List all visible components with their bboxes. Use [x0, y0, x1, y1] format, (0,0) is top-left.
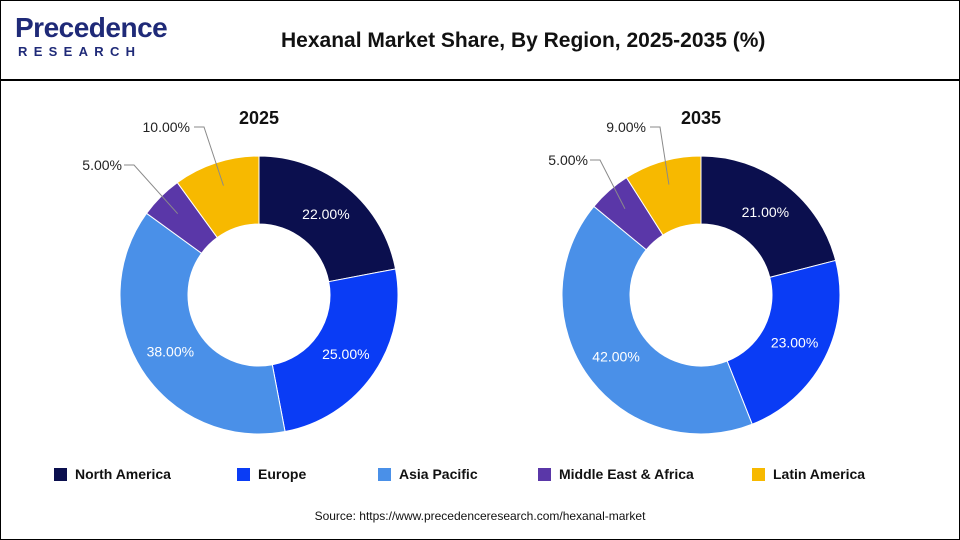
legend-label: Asia Pacific: [399, 466, 478, 482]
chart-title-2025: 2025: [239, 108, 279, 128]
legend-item-latin-america: Latin America: [752, 462, 865, 486]
data-label-2035-europe: 23.00%: [771, 335, 818, 351]
source-note: Source: https://www.precedenceresearch.c…: [314, 509, 646, 523]
data-label-2025-middle-east-africa: 5.00%: [82, 157, 122, 173]
legend-label: Europe: [258, 466, 307, 482]
chart-title-2035: 2035: [681, 108, 721, 128]
slice-2035-latin-america: [625, 155, 702, 236]
brand-logo-subtext: RESEARCH: [18, 44, 142, 59]
slice-2025-latin-america: [176, 155, 260, 239]
legend-label: North America: [75, 466, 171, 482]
legend-swatch: [54, 467, 67, 481]
legend-swatch: [752, 467, 765, 481]
brand-logo: Precedence RESEARCH: [15, 12, 168, 63]
legend-item-north-america: North America: [54, 462, 171, 486]
legend-item-asia-pacific: Asia Pacific: [378, 462, 478, 486]
data-label-2025-europe: 25.00%: [322, 346, 369, 362]
slice-2035-north-america: [700, 155, 837, 278]
donut-charts: 2025 22.00% 25.00% 38.00% 5.00% 10.00% 2035 21.…: [82, 108, 841, 435]
slice-2035-asia-pacific: [561, 205, 753, 435]
slice-2025-asia-pacific: [119, 212, 286, 435]
data-label-2035-latin-america: 9.00%: [606, 119, 646, 135]
leader-line-2025-middle-east-africa: [124, 164, 179, 215]
legend-swatch: [538, 467, 551, 481]
data-label-2025-north-america: 22.00%: [302, 206, 349, 222]
legend-item-europe: Europe: [237, 462, 306, 486]
data-label-2025-latin-america: 10.00%: [143, 119, 190, 135]
legend-swatch: [237, 467, 250, 481]
data-label-2035-north-america: 21.00%: [742, 204, 789, 220]
slice-2035-europe: [726, 259, 841, 425]
data-label-2035-middle-east-africa: 5.00%: [548, 152, 588, 168]
data-label-2035-asia-pacific: 42.00%: [592, 349, 639, 365]
legend: North America Europe Asia Pacific Middle…: [0, 462, 960, 486]
legend-label: Middle East & Africa: [559, 466, 694, 482]
header: Precedence RESEARCH Hexanal Market Share…: [1, 1, 959, 81]
slice-2025-north-america: [258, 155, 397, 283]
page-title: Hexanal Market Share, By Region, 2025-20…: [281, 29, 766, 52]
legend-item-middle-east-africa: Middle East & Africa: [538, 462, 694, 486]
slice-2025-europe: [271, 268, 399, 433]
data-label-2025-asia-pacific: 38.00%: [147, 343, 194, 359]
legend-swatch: [378, 467, 391, 481]
leader-line-2035-latin-america: [650, 126, 670, 185]
leader-line-2035-middle-east-africa: [590, 159, 626, 209]
legend-label: Latin America: [773, 466, 866, 482]
leader-line-2025-latin-america: [194, 126, 224, 186]
brand-logo-text: Precedence: [15, 12, 168, 43]
